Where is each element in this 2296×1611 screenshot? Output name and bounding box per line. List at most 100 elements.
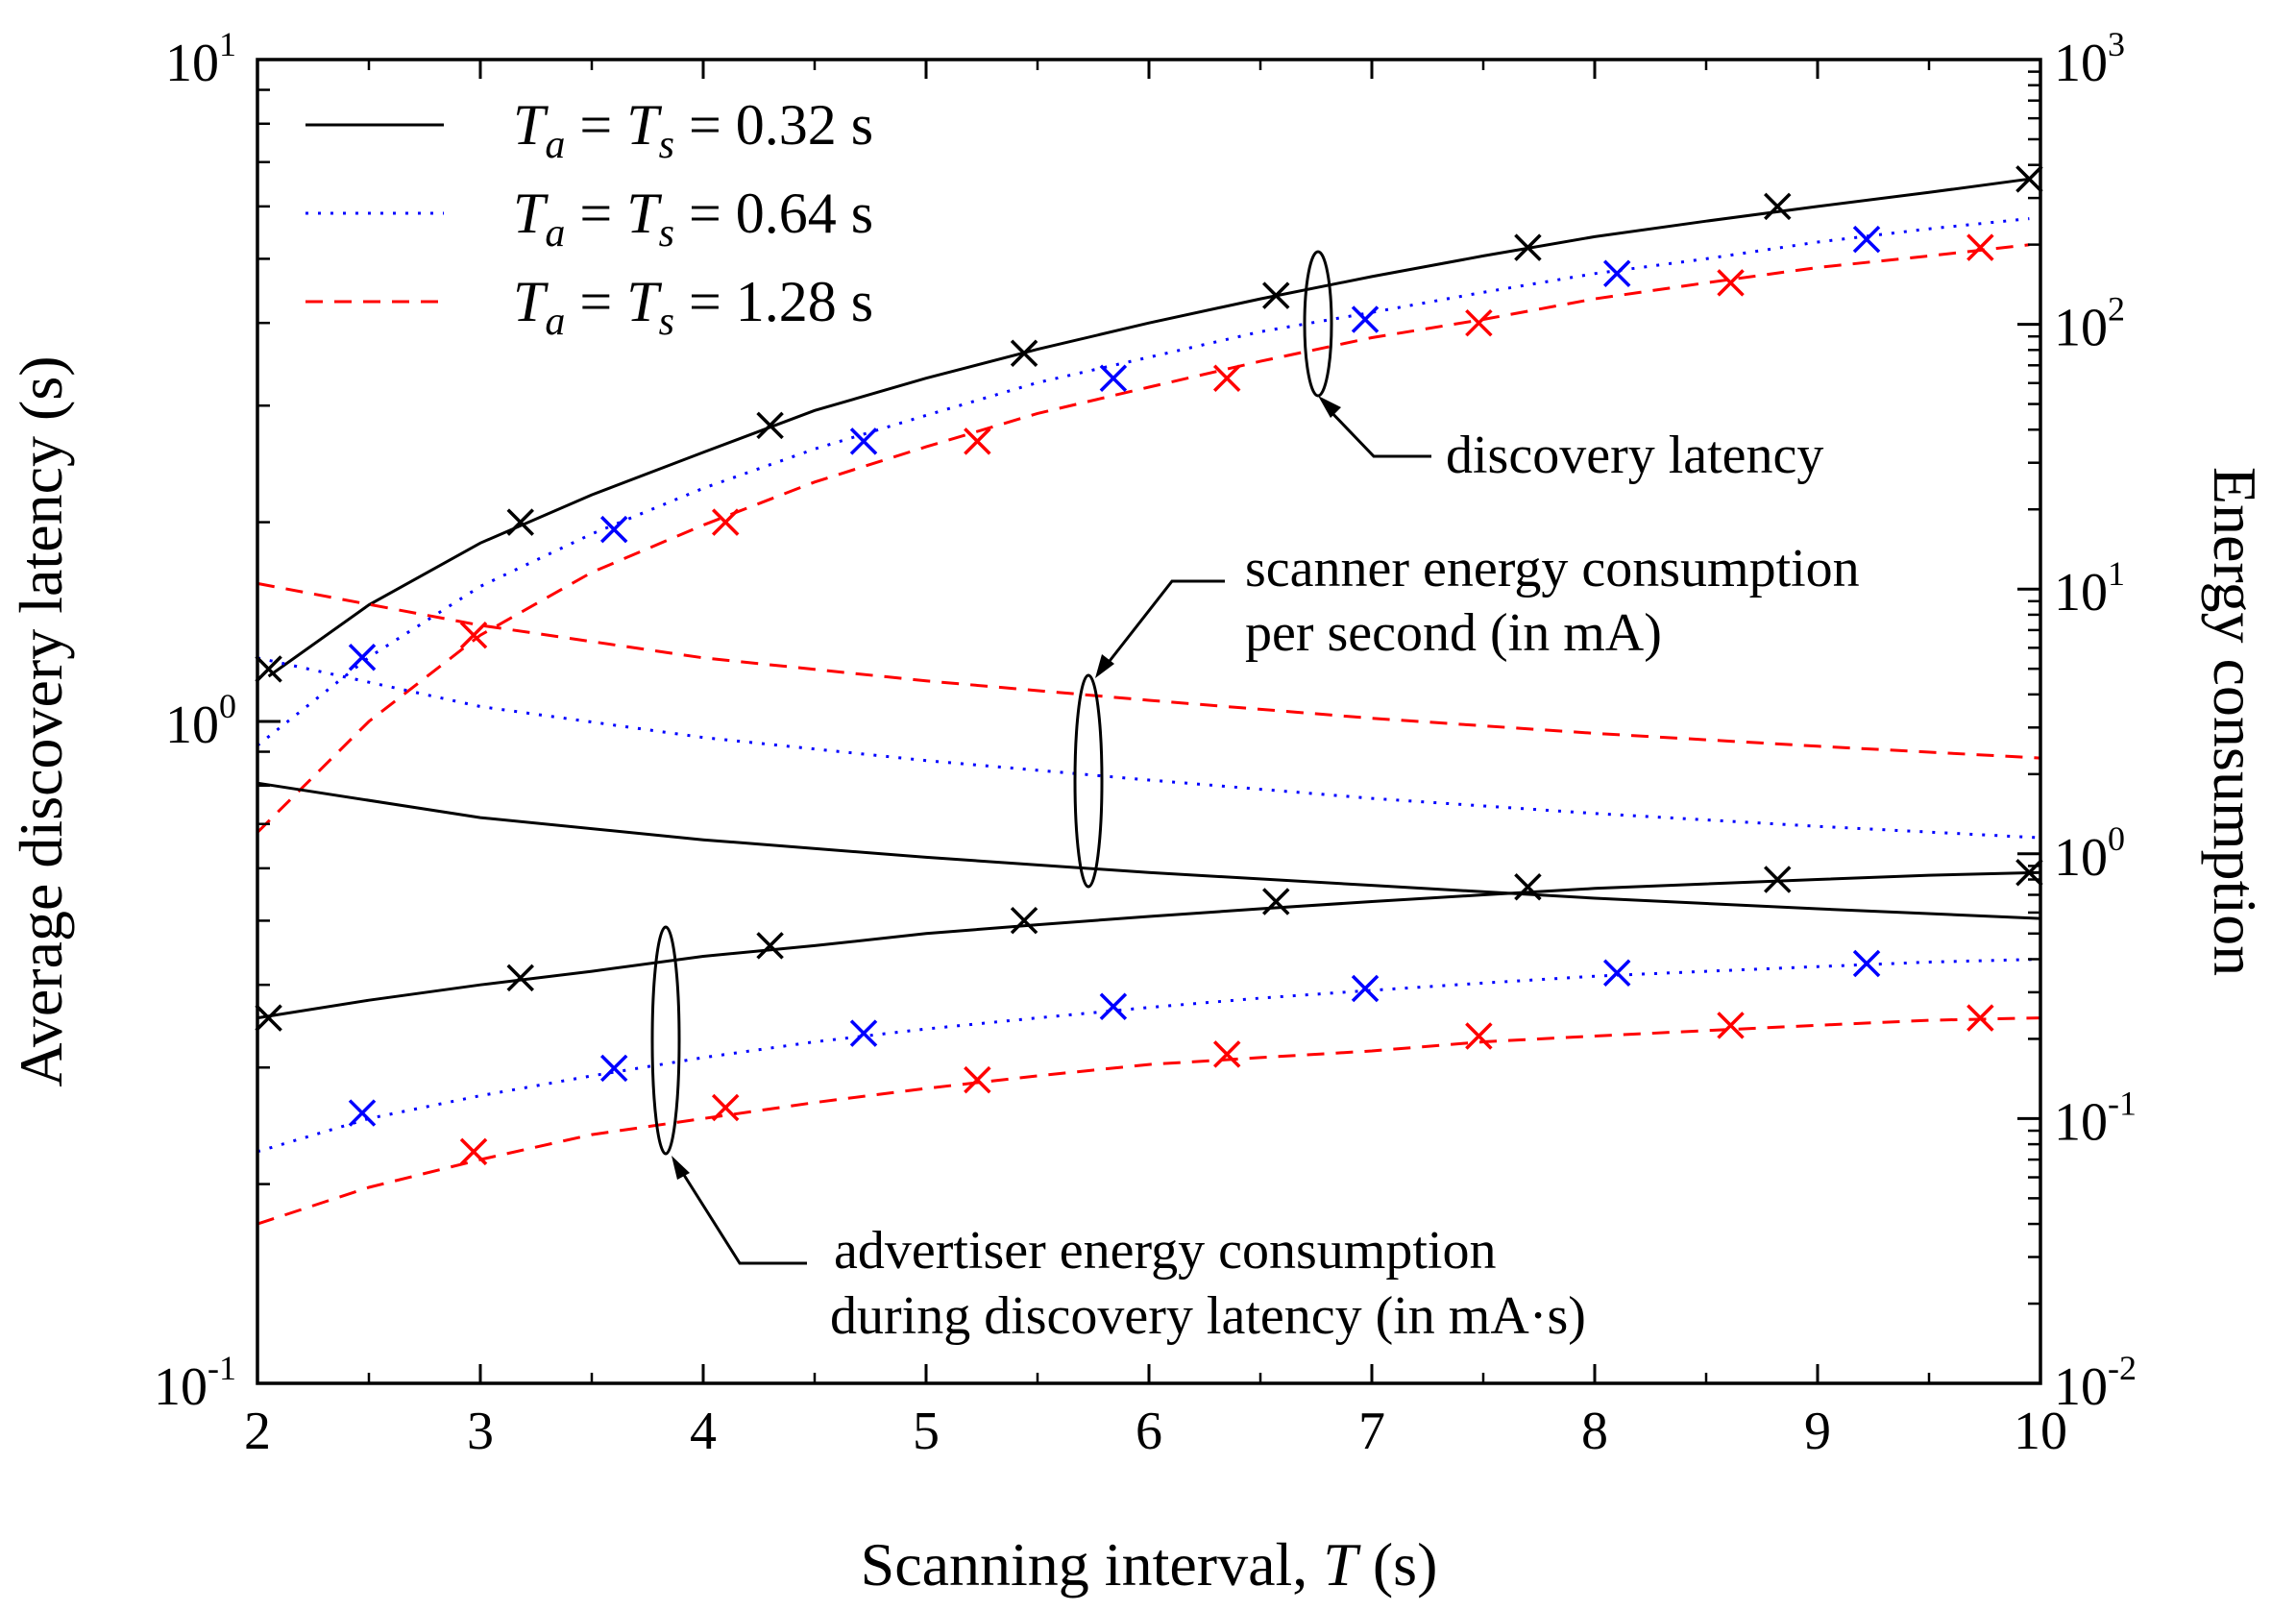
series-0-marker (506, 508, 534, 536)
x-axis-label: Scanning interval, T (s) (861, 1530, 1438, 1599)
x-axis-ticks: 2 3 4 5 6 7 8 9 10 (244, 60, 2067, 1461)
series-0-marker (1262, 281, 1290, 309)
svg-text:advertiser energy consumption: advertiser energy consumption (834, 1221, 1496, 1281)
series-0-marker (255, 655, 282, 683)
y-tick-label: 101 (165, 25, 236, 93)
series-line-6 (256, 870, 2041, 1020)
series-1-marker (599, 515, 628, 544)
series-0-marker (756, 411, 784, 440)
y-tick-label: 10-1 (154, 1349, 236, 1417)
series-line-8 (256, 1016, 2041, 1226)
series-8-marker (1465, 1022, 1493, 1050)
y-tick-label: 102 (2054, 290, 2125, 358)
series-0-marker (1514, 233, 1542, 261)
series-1-marker (1099, 364, 1128, 392)
y-axis-label: Average discovery latency (s) (7, 355, 75, 1086)
series-line-3 (256, 781, 2041, 920)
series-8-marker (1212, 1040, 1241, 1068)
legend-label: Ta = Ts = 0.32 s (513, 93, 873, 167)
y-tick-label: 100 (2054, 819, 2125, 888)
y-tick-label: 101 (2054, 554, 2125, 622)
series-2-marker (711, 508, 740, 536)
y-tick-label: 10-1 (2054, 1084, 2137, 1152)
x-tick-label: 3 (467, 1402, 494, 1461)
series-line-1 (256, 217, 2030, 747)
series-7-marker (1099, 992, 1128, 1020)
series-line-4 (256, 656, 2041, 840)
svg-text:discovery latency: discovery latency (1446, 426, 1823, 485)
series-2-marker (459, 621, 488, 649)
series-7-marker (348, 1099, 377, 1127)
x-tick-label: 6 (1136, 1402, 1162, 1461)
series-2-marker (964, 427, 991, 455)
series-1-marker (348, 643, 377, 671)
series-2-marker (1465, 308, 1493, 337)
svg-text:per second (in mA): per second (in mA) (1245, 603, 1662, 663)
series-6-marker (506, 964, 534, 992)
y-tick-label: 103 (2054, 25, 2125, 93)
series-8-marker (964, 1065, 991, 1094)
series-2-marker (1966, 233, 1994, 261)
y2-axis-label: Energy consumption (2201, 467, 2269, 976)
series-8-marker (459, 1137, 488, 1166)
series-line-0 (267, 177, 2030, 678)
annotation-arrow (1101, 579, 1225, 671)
x-tick-label: 5 (913, 1402, 940, 1461)
plot-frame (256, 58, 2042, 1385)
series-1-marker (1602, 259, 1631, 287)
svg-text:scanner energy consumption: scanner energy consumption (1245, 539, 1860, 598)
series-1-marker (849, 427, 878, 455)
y2-axis-ticks: 10-2 10-1 100 101 102 103 (2017, 25, 2137, 1417)
series-7-marker (1852, 949, 1881, 978)
series-0-marker (1010, 339, 1038, 367)
annotation-scanner-energy: scanner energy consumption per second (i… (1073, 539, 1860, 889)
series-2-marker (1212, 364, 1241, 392)
series-6-marker (756, 932, 784, 960)
series-7-marker (849, 1019, 878, 1047)
x-tick-label: 10 (2014, 1402, 2067, 1461)
series-7-marker (599, 1054, 628, 1083)
series-line-2 (256, 243, 2030, 834)
annotation-arrow (1324, 404, 1431, 458)
x-tick-label: 2 (244, 1402, 271, 1461)
y-axis-ticks: 10-1 100 101 (154, 25, 281, 1417)
series-0-marker (2015, 165, 2043, 193)
series-8-marker (711, 1093, 740, 1122)
arrowhead (672, 1156, 690, 1180)
annotation-ellipse (1073, 673, 1104, 889)
series-6-marker (255, 1004, 282, 1032)
arrowhead (1318, 396, 1341, 418)
series-0-marker (1764, 192, 1792, 221)
arrowhead (1095, 654, 1114, 678)
series-1-marker (1852, 225, 1881, 254)
series-6-marker (1764, 866, 1792, 893)
x-tick-label: 8 (1581, 1402, 1608, 1461)
series-6-marker (1514, 872, 1542, 901)
series-8-marker (1717, 1012, 1745, 1039)
series-2-marker (1717, 269, 1745, 297)
legend-label: Ta = Ts = 1.28 s (513, 270, 873, 344)
marker-layer (255, 165, 2043, 1166)
annotation-ellipse (1303, 250, 1333, 398)
y-tick-label: 10-2 (2054, 1349, 2137, 1417)
series-8-marker (1966, 1004, 1994, 1032)
series-6-marker (2015, 859, 2043, 887)
series-line-7 (256, 958, 2041, 1154)
svg-text:during discovery latency (in m: during discovery latency (in mA·s) (830, 1286, 1586, 1346)
y-tick-label: 100 (165, 687, 236, 755)
series-7-marker (1351, 974, 1380, 1003)
series-layer (256, 177, 2041, 1226)
legend-label: Ta = Ts = 0.64 s (513, 182, 873, 256)
annotation-ellipse (650, 925, 681, 1156)
annotation-advertiser-energy: advertiser energy consumption during dis… (650, 925, 1586, 1346)
annotation-arrow (675, 1163, 807, 1265)
x-tick-label: 9 (1804, 1402, 1831, 1461)
series-1-marker (1351, 305, 1380, 333)
series-6-marker (1262, 888, 1290, 915)
x-tick-label: 4 (690, 1402, 717, 1461)
series-7-marker (1602, 959, 1631, 987)
annotation-discovery-latency: discovery latency (1303, 250, 1823, 485)
series-6-marker (1010, 906, 1038, 935)
legend: Ta = Ts = 0.32 s Ta = Ts = 0.64 s Ta = Ts … (305, 93, 873, 344)
